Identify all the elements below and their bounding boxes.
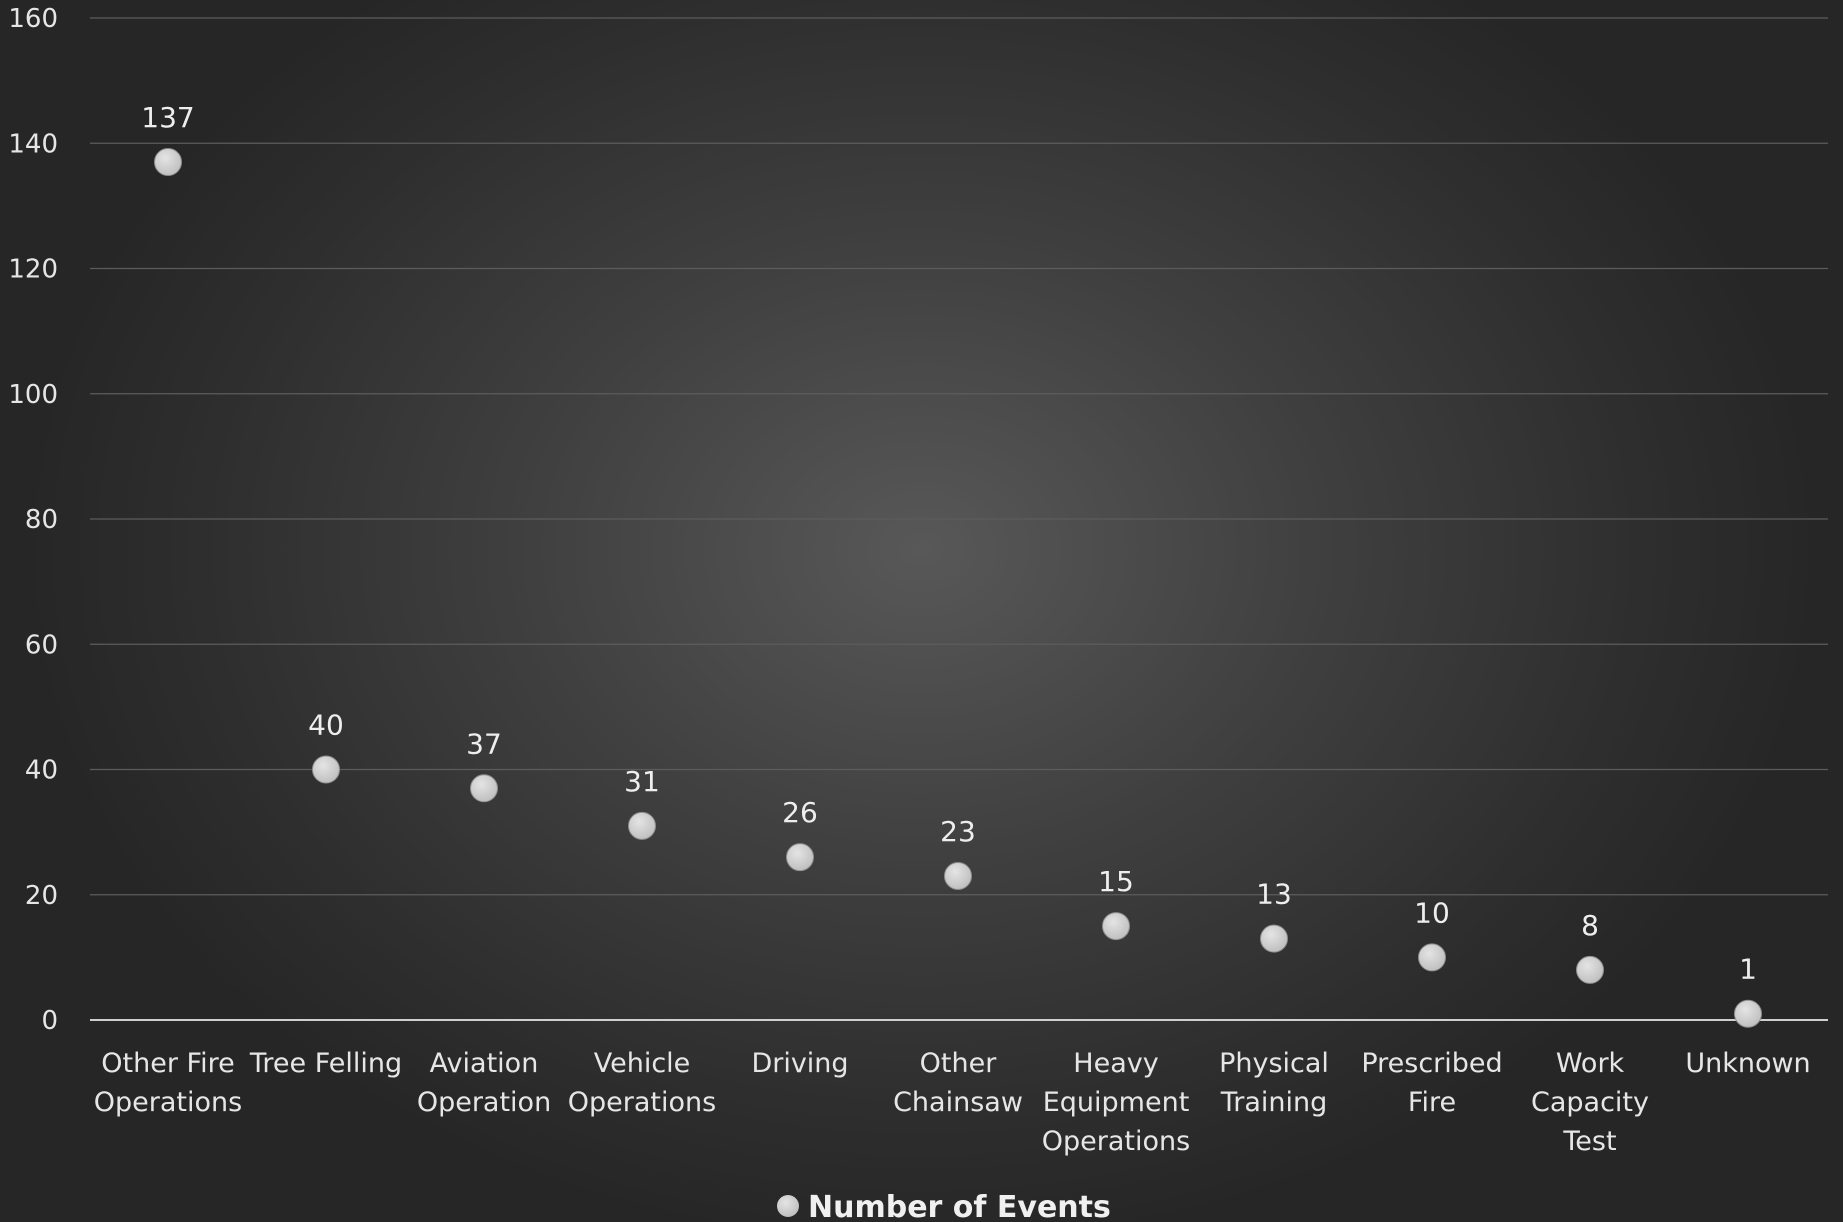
data-labels: 137 40 37 31 26 23 15 13 10 8 1 [141,101,1757,986]
data-label: 137 [141,101,194,134]
data-point [1734,999,1762,1028]
x-category-label: Tree Felling [249,1048,402,1079]
y-tick-label: 100 [8,380,58,410]
data-label: 1 [1739,953,1757,986]
x-category-label-line: Equipment [1043,1087,1190,1118]
data-label: 37 [466,727,502,760]
legend-label: Number of Events [808,1190,1111,1222]
y-tick-label: 120 [8,255,58,285]
x-category-label-line: Physical [1219,1048,1329,1079]
data-label: 15 [1098,865,1134,898]
x-category-label-line: Capacity [1531,1087,1649,1118]
data-point [1260,924,1288,953]
y-tick-label: 60 [25,630,58,660]
data-point [312,755,340,784]
data-points [154,148,1762,1028]
x-category-label-line: Other [920,1048,998,1079]
data-label: 23 [940,815,976,848]
x-category-label-line: Heavy [1073,1048,1158,1079]
x-category-label-line: Tree Felling [249,1048,402,1079]
x-category-label-line: Prescribed [1361,1048,1502,1079]
x-category-label-line: Operation [417,1087,551,1118]
x-category-label-line: Test [1562,1126,1616,1157]
x-category-label-line: Work [1556,1048,1625,1079]
x-category-label-line: Fire [1408,1087,1456,1118]
data-label: 26 [782,796,818,829]
data-point [786,843,814,872]
data-label: 40 [308,709,344,742]
x-category-label-line: Vehicle [594,1048,691,1079]
x-category-label: Prescribed Fire [1361,1048,1502,1118]
legend-marker [777,1195,799,1217]
data-point [1576,955,1604,984]
y-tick-label: 140 [8,129,58,159]
x-category-label: Aviation Operation [417,1048,551,1118]
data-point [628,811,656,840]
data-point [1102,912,1130,941]
x-category-label-line: Unknown [1685,1048,1810,1079]
data-label: 13 [1256,878,1292,911]
y-tick-label: 0 [41,1006,58,1036]
y-tick-label: 20 [25,881,58,911]
legend: Number of Events [777,1190,1111,1222]
x-category-label-line: Other Fire [101,1048,234,1079]
x-category-label: Work Capacity Test [1531,1048,1649,1157]
x-category-label: Physical Training [1219,1048,1329,1118]
data-point [470,774,498,803]
gridlines [90,17,1828,896]
x-category-label-line: Driving [751,1048,848,1079]
data-label: 8 [1581,909,1599,942]
x-category-label: Unknown [1685,1048,1810,1079]
y-axis-tick-labels: 0 20 40 60 80 100 120 140 160 [8,4,58,1036]
y-tick-label: 80 [25,505,58,535]
y-tick-label: 40 [25,756,58,786]
data-label: 10 [1414,896,1450,929]
x-category-label: Other Chainsaw [893,1048,1023,1118]
x-category-label-line: Operations [568,1087,716,1118]
x-category-label: Heavy Equipment Operations [1042,1048,1190,1157]
data-label: 31 [624,765,660,798]
x-category-label-line: Training [1220,1087,1328,1118]
x-category-label: Driving [751,1048,848,1079]
x-category-label: Other Fire Operations [94,1048,242,1118]
data-point [154,148,182,177]
data-point [944,861,972,890]
x-category-label: Vehicle Operations [568,1048,716,1118]
x-category-label-line: Operations [1042,1126,1190,1157]
x-category-label-line: Operations [94,1087,242,1118]
x-category-label-line: Aviation [430,1048,539,1079]
x-category-label-line: Chainsaw [893,1087,1023,1118]
data-point [1418,943,1446,972]
y-tick-label: 160 [8,4,58,34]
